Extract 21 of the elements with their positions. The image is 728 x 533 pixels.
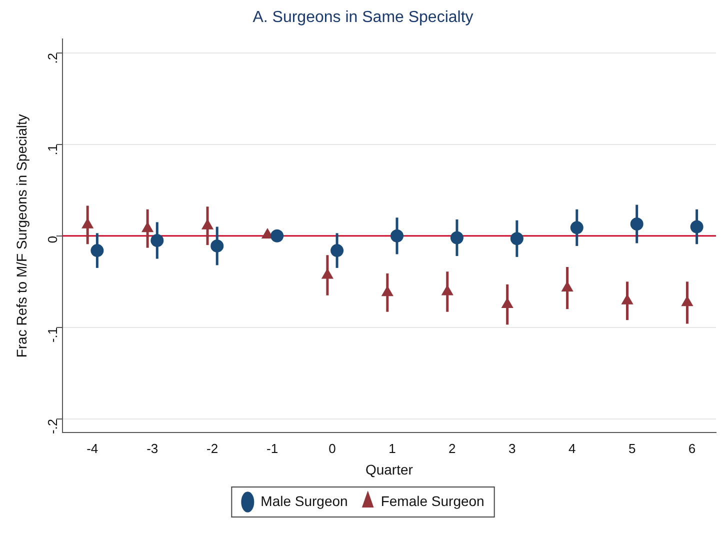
x-tick-label: -1 <box>266 440 278 456</box>
x-tick-label: 2 <box>448 440 456 456</box>
x-tick-label: -4 <box>86 440 98 456</box>
x-tick-label: 4 <box>568 440 576 456</box>
x-tick-label: -2 <box>206 440 218 456</box>
y-tick-label: .1 <box>44 144 60 156</box>
y-tick-label: 0 <box>44 236 60 244</box>
y-tick-label: -.1 <box>44 327 60 343</box>
x-tick-label: 6 <box>688 440 696 456</box>
x-tick-label: 3 <box>508 440 516 456</box>
x-axis-title: Quarter <box>365 461 414 478</box>
y-tick-label: .2 <box>44 52 60 64</box>
y-tick-label: -.2 <box>44 418 60 434</box>
x-tick-label: 5 <box>628 440 636 456</box>
chart-title: A. Surgeons in Same Specialty <box>252 9 474 26</box>
legend-label: Male Surgeon <box>260 492 348 509</box>
x-tick-label: -3 <box>146 440 158 456</box>
x-tick-label: 1 <box>388 440 396 456</box>
y-axis-title: Frac Refs to M/F Surgeons in Specialty <box>13 114 30 358</box>
legend-label: Female Surgeon <box>380 492 484 509</box>
x-tick-label: 0 <box>328 440 336 456</box>
